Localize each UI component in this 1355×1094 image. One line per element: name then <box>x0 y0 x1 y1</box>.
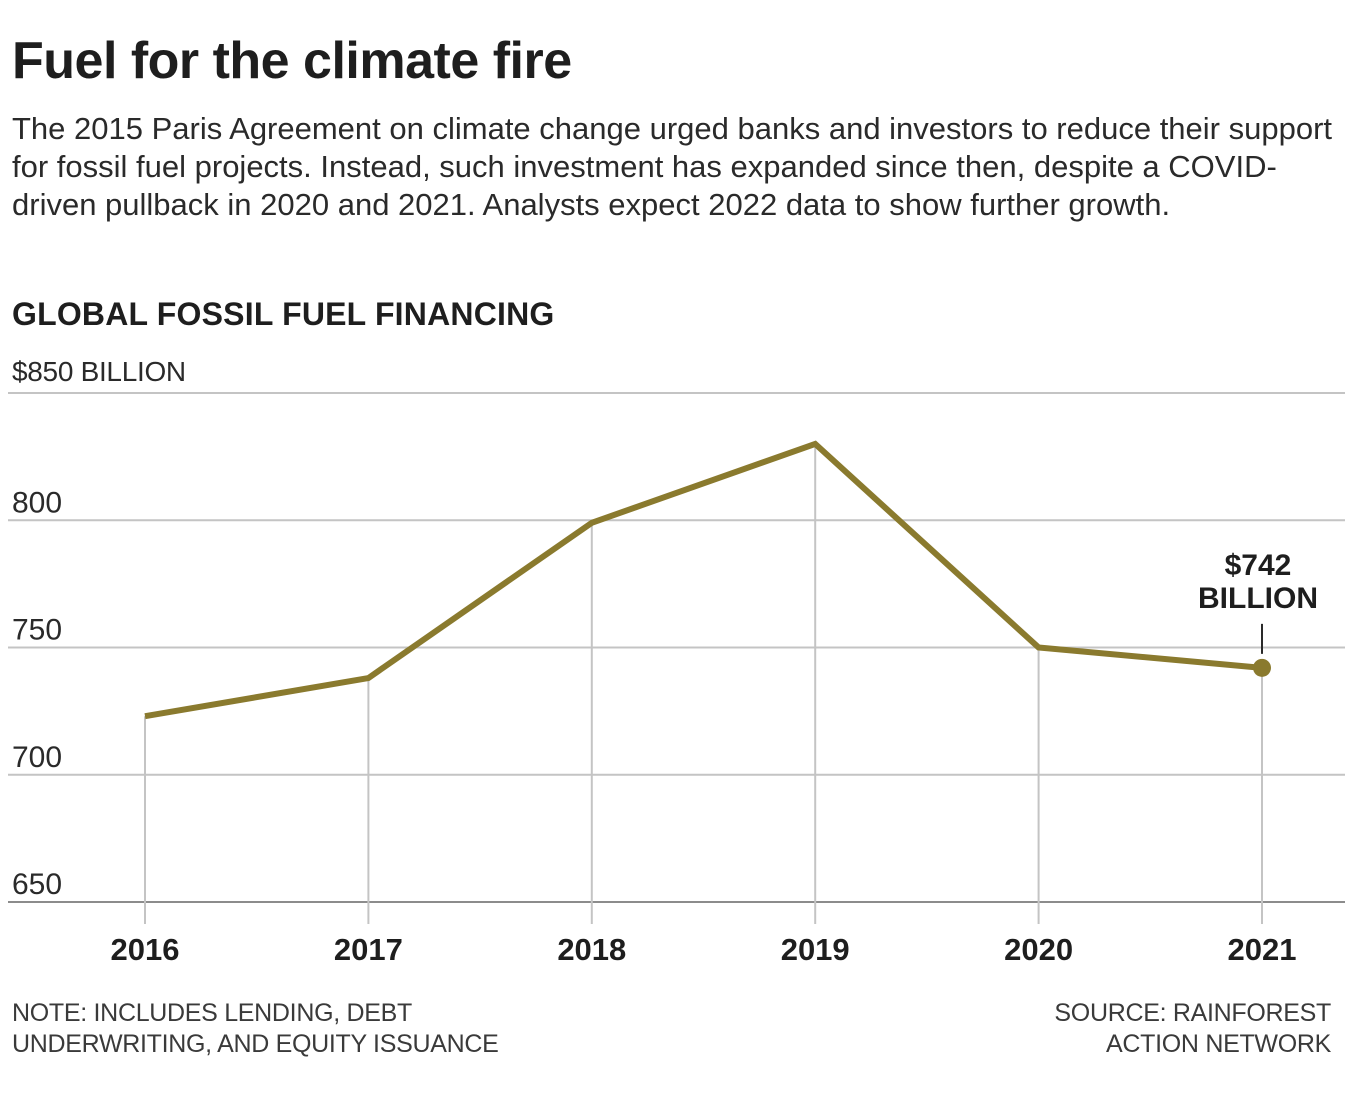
x-tick-label: 2021 <box>1228 932 1297 967</box>
x-tick-label: 2020 <box>1004 932 1073 967</box>
annotation-label: BILLION <box>1198 582 1318 615</box>
y-tick-label: 650 <box>12 868 62 901</box>
x-tick-labels: 2016 2017 2018 2019 2020 2021 <box>111 932 1297 967</box>
gridlines <box>8 392 1345 903</box>
x-tick-label: 2017 <box>334 932 403 967</box>
vertical-guides <box>144 443 1263 924</box>
y-tick-label: 800 <box>12 486 62 519</box>
y-tick-label: 750 <box>12 614 62 647</box>
x-tick-label: 2016 <box>111 932 180 967</box>
y-tick-label: 700 <box>12 741 62 774</box>
series <box>144 440 1263 720</box>
x-tick-label: 2018 <box>557 932 626 967</box>
footnote: NOTE: INCLUDES LENDING, DEBT UNDERWRITIN… <box>12 999 499 1058</box>
y-tick-labels: 650 700 750 800 <box>12 486 62 901</box>
y-axis-unit-label: $850 BILLION <box>12 356 186 387</box>
x-tick-label: 2019 <box>781 932 850 967</box>
end-point-marker <box>1253 658 1271 677</box>
annotation-label: $742 <box>1225 549 1292 582</box>
source-credit: SOURCE: RAINFOREST ACTION NETWORK <box>1054 999 1331 1058</box>
page-subtitle: The 2015 Paris Agreement on climate chan… <box>12 111 1333 222</box>
page-title: Fuel for the climate fire <box>12 32 572 90</box>
chart-title: GLOBAL FOSSIL FUEL FINANCING <box>12 296 555 332</box>
series-line <box>144 440 1263 720</box>
